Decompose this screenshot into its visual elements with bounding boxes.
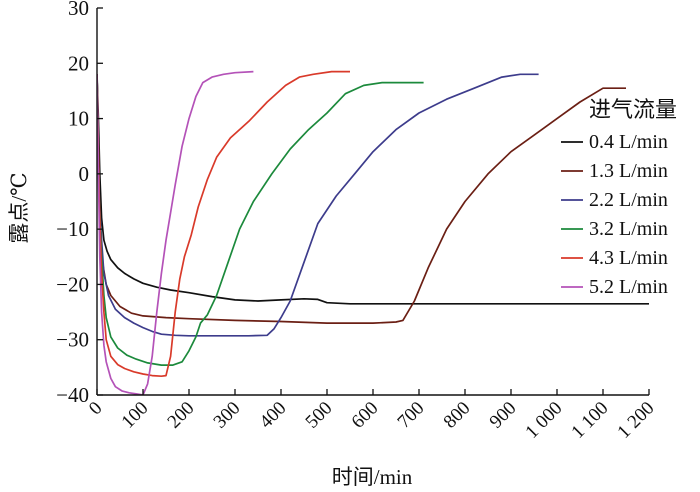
legend-label-2: 1.3 L/min bbox=[589, 160, 668, 182]
x-tick-label: 100 bbox=[118, 398, 153, 433]
x-tick-label: 300 bbox=[210, 398, 245, 433]
plot-marks bbox=[97, 70, 649, 395]
y-tick-label: −20 bbox=[56, 272, 89, 296]
y-tick-label: 10 bbox=[68, 107, 89, 131]
y-tick-label: 0 bbox=[79, 162, 90, 186]
legend-label-3: 2.2 L/min bbox=[589, 189, 668, 211]
x-tick-label: 500 bbox=[302, 398, 337, 433]
y-tick-label: 30 bbox=[68, 0, 89, 20]
series-line-4 bbox=[97, 74, 424, 366]
legend-label-5: 4.3 L/min bbox=[589, 247, 668, 269]
series-line-3 bbox=[97, 73, 539, 337]
x-tick-label: 900 bbox=[486, 398, 521, 433]
x-tick-label: 800 bbox=[440, 398, 475, 433]
x-tick-label: 700 bbox=[394, 398, 429, 433]
legend: 进气流量 0.4 L/min 1.3 L/min 2.2 L/min 3.2 L/mi… bbox=[561, 97, 677, 298]
legend-title: 进气流量 bbox=[589, 97, 677, 122]
y-tick-label: 20 bbox=[68, 51, 89, 75]
x-tick-label: 1 100 bbox=[567, 398, 612, 443]
y-tick-label: −10 bbox=[56, 217, 89, 241]
series-line-1 bbox=[97, 74, 649, 305]
series-line-5 bbox=[97, 70, 350, 378]
legend-label-4: 3.2 L/min bbox=[589, 218, 668, 240]
x-tick-label: 200 bbox=[164, 398, 199, 433]
series-line-6 bbox=[97, 70, 254, 395]
y-tick-label: −40 bbox=[56, 383, 89, 407]
x-tick-label: 1 000 bbox=[521, 398, 566, 443]
y-tick-label: −30 bbox=[56, 328, 89, 352]
legend-label-6: 5.2 L/min bbox=[589, 276, 668, 298]
axes bbox=[96, 7, 650, 396]
legend-label-1: 0.4 L/min bbox=[589, 131, 668, 153]
series-line-2 bbox=[97, 74, 626, 324]
x-tick-label: 600 bbox=[348, 398, 383, 433]
x-axis-title: 时间/min bbox=[332, 465, 413, 489]
x-tick-label: 400 bbox=[256, 398, 291, 433]
x-tick-label: 0 bbox=[85, 398, 107, 420]
y-axis-title: 露点/℃ bbox=[7, 172, 31, 243]
x-tick-label: 1 200 bbox=[613, 398, 658, 443]
